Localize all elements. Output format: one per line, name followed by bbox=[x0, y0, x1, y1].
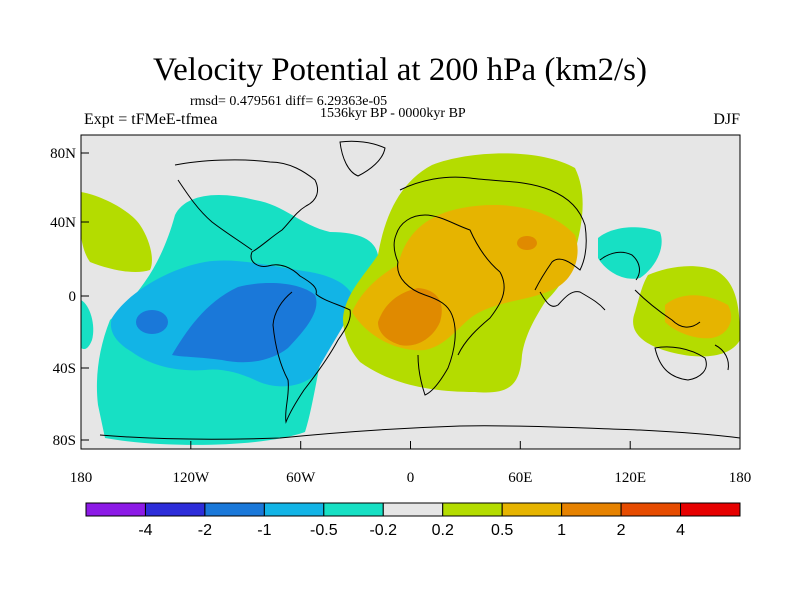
colorbar-swatch bbox=[442, 502, 503, 517]
colorbar-swatch bbox=[144, 502, 206, 517]
map-panel bbox=[81, 135, 740, 449]
lon-label: 180 bbox=[729, 470, 752, 486]
map-ticks bbox=[80, 152, 741, 449]
lat-label: 80N bbox=[50, 146, 76, 162]
colorbar-swatch bbox=[382, 502, 444, 517]
colorbar-swatch bbox=[680, 502, 741, 517]
contour-neg-1-west bbox=[136, 310, 168, 334]
colorbar-swatch bbox=[263, 502, 325, 517]
colorbar-label: 1 bbox=[557, 522, 566, 539]
lon-label: 0 bbox=[407, 470, 415, 486]
latitude-labels: 80N 40N 0 40S 80S bbox=[50, 146, 76, 449]
lon-label: 60W bbox=[286, 470, 316, 486]
season-label: DJF bbox=[713, 111, 740, 128]
lat-label: 40S bbox=[53, 361, 76, 377]
experiment-label: Expt = tFMeE-tfmea bbox=[84, 111, 218, 128]
contour-neg-east-asia bbox=[598, 227, 662, 279]
colorbar bbox=[85, 502, 741, 517]
contour-pos-1-arabia bbox=[517, 236, 537, 250]
lat-label: 40N bbox=[50, 215, 76, 231]
chart-title: Velocity Potential at 200 hPa (km2/s) bbox=[152, 52, 648, 88]
contour-pos-1 bbox=[378, 288, 442, 346]
contour-neg-1 bbox=[172, 283, 317, 363]
colorbar-label: -0.2 bbox=[369, 522, 397, 539]
colorbar-label: 4 bbox=[676, 522, 685, 539]
colorbar-swatch bbox=[561, 502, 622, 517]
colorbar-swatch bbox=[323, 502, 384, 517]
colorbar-swatch bbox=[501, 502, 563, 517]
colorbar-label: 0.5 bbox=[491, 522, 513, 539]
contour-pos-0.2-pacific-west bbox=[81, 192, 152, 273]
lon-label: 120E bbox=[614, 470, 646, 486]
lon-label: 180 bbox=[70, 470, 93, 486]
colorbar-labels: -4 -2 -1 -0.5 -0.2 0.2 0.5 1 2 4 bbox=[138, 522, 685, 539]
colorbar-swatch bbox=[204, 502, 265, 517]
colorbar-label: 2 bbox=[617, 522, 626, 539]
rmsd-subtitle: rmsd= 0.479561 diff= 6.29363e-05 bbox=[190, 94, 388, 109]
colorbar-label: 0.2 bbox=[432, 522, 454, 539]
lon-label: 60E bbox=[508, 470, 532, 486]
coastlines bbox=[99, 140, 740, 440]
colorbar-label: -1 bbox=[257, 522, 271, 539]
contour-pos-0.5-east bbox=[665, 295, 732, 339]
colorbar-label: -4 bbox=[138, 522, 152, 539]
colorbar-label: -2 bbox=[198, 522, 212, 539]
lon-label: 120W bbox=[172, 470, 210, 486]
colorbar-swatch bbox=[620, 502, 682, 517]
lat-label: 80S bbox=[53, 433, 76, 449]
contour-neg-pacific-west bbox=[81, 300, 94, 350]
longitude-labels: 180 120W 60W 0 60E 120E 180 bbox=[70, 470, 752, 486]
period-subtitle: 1536kyr BP - 0000kyr BP bbox=[320, 106, 466, 121]
colorbar-label: -0.5 bbox=[310, 522, 338, 539]
lat-label: 0 bbox=[69, 289, 77, 305]
colorbar-swatch bbox=[85, 502, 146, 517]
